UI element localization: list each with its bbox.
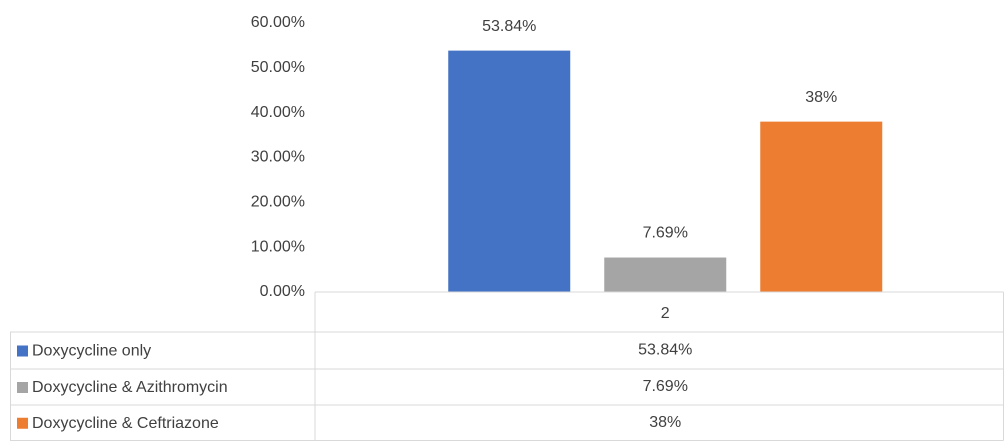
bar xyxy=(760,121,883,292)
bar xyxy=(448,50,571,292)
y-tick-label: 40.00% xyxy=(251,104,305,121)
table-cell: 38% xyxy=(649,414,681,431)
y-tick-label: 30.00% xyxy=(251,149,305,166)
y-tick-label: 0.00% xyxy=(260,283,305,300)
y-tick-label: 60.00% xyxy=(251,14,305,31)
table-cell: 53.84% xyxy=(638,342,692,359)
data-label: 38% xyxy=(805,89,837,106)
y-tick-label: 10.00% xyxy=(251,238,305,255)
legend-label: Doxycycline & Azithromycin xyxy=(32,379,228,396)
x-tick-label: 2 xyxy=(661,305,670,322)
data-label: 53.84% xyxy=(482,18,536,35)
legend-key xyxy=(17,382,28,393)
bar xyxy=(604,257,727,292)
table-cell: 7.69% xyxy=(643,378,688,395)
legend-label: Doxycycline & Ceftriazone xyxy=(32,415,219,432)
legend-key xyxy=(17,345,28,357)
legend-label: Doxycycline only xyxy=(32,343,151,360)
y-tick-label: 50.00% xyxy=(251,59,305,76)
data-label: 7.69% xyxy=(643,225,688,242)
y-tick-label: 20.00% xyxy=(251,194,305,211)
legend-key xyxy=(17,417,28,429)
